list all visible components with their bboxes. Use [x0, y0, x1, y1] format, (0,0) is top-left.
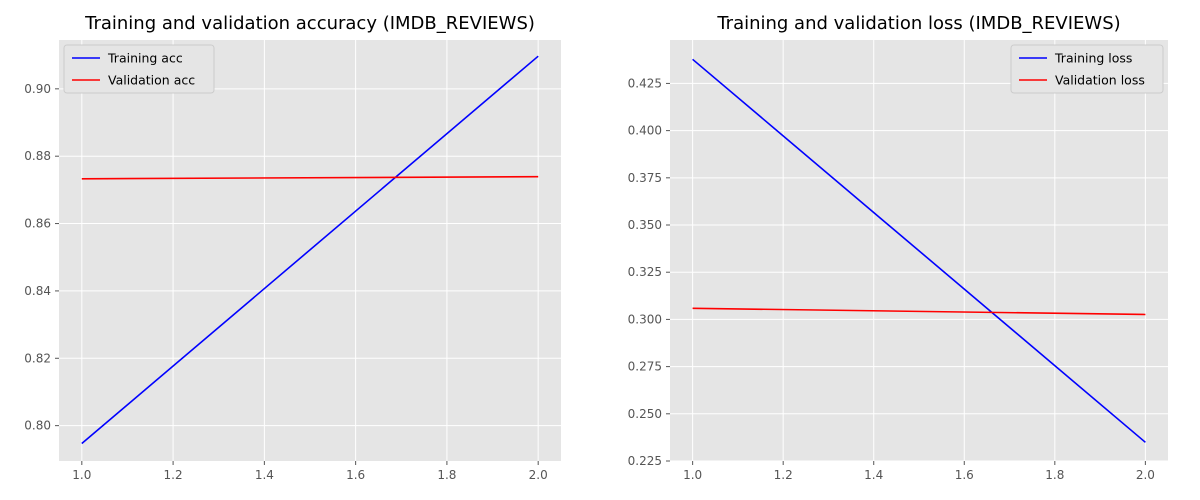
- y-tick-label: 0.350: [628, 218, 662, 232]
- y-tick-label: 0.400: [628, 124, 662, 138]
- series-line-validation-acc: [81, 175, 539, 180]
- y-tick-label: 0.325: [628, 265, 662, 279]
- loss-chart: 1.0 1.2 1.4 1.6 1.8 2.0 0.225 0.250 0.275 0.300 0.…: [628, 13, 1168, 482]
- x-tick-label: 1.0: [683, 468, 702, 482]
- x-tick-label: 1.6: [346, 468, 365, 482]
- x-tick-label: 1.8: [1045, 468, 1064, 482]
- y-tick-label: 0.88: [24, 149, 51, 163]
- chart-title: Training and validation accuracy (IMDB_R…: [84, 13, 535, 34]
- y-tick-label: 0.250: [628, 407, 662, 421]
- x-tick-label: 1.4: [255, 468, 274, 482]
- y-tick-label: 0.82: [24, 351, 51, 365]
- series-line-validation-loss: [692, 307, 1146, 316]
- x-tick-label: 1.2: [774, 468, 793, 482]
- accuracy-chart: 1.0 1.2 1.4 1.6 1.8 2.0 0.80 0.82 0.84 0.86 0.88 0.…: [24, 13, 561, 482]
- series-line-training-acc: [81, 55, 539, 445]
- y-tick-label: 0.86: [24, 217, 51, 231]
- y-tick-label: 0.80: [24, 419, 51, 433]
- y-tick-label: 0.300: [628, 312, 662, 326]
- y-tick-label: 0.90: [24, 82, 51, 96]
- legend-label: Validation acc: [108, 73, 195, 88]
- chart-title: Training and validation loss (IMDB_REVIE…: [716, 13, 1120, 34]
- legend-label: Validation loss: [1055, 73, 1145, 88]
- x-tick-label: 2.0: [1136, 468, 1155, 482]
- series-line-training-loss: [692, 58, 1146, 443]
- x-tick-label: 1.6: [955, 468, 974, 482]
- legend-label: Training acc: [107, 51, 183, 66]
- y-tick-label: 0.275: [628, 360, 662, 374]
- legend: Training loss Validation loss: [1010, 44, 1164, 94]
- x-tick-label: 1.4: [864, 468, 883, 482]
- y-tick-label: 0.375: [628, 171, 662, 185]
- x-tick-label: 1.8: [437, 468, 456, 482]
- y-tick-label: 0.84: [24, 284, 51, 298]
- legend: Training acc Validation acc: [63, 44, 215, 94]
- legend-label: Training loss: [1054, 51, 1132, 66]
- y-tick-label: 0.225: [628, 454, 662, 468]
- y-tick-label: 0.425: [628, 76, 662, 90]
- legend-box: [63, 44, 215, 94]
- x-tick-label: 1.2: [164, 468, 183, 482]
- x-tick-label: 1.0: [72, 468, 91, 482]
- legend-box: [1010, 44, 1164, 94]
- x-tick-label: 2.0: [529, 468, 548, 482]
